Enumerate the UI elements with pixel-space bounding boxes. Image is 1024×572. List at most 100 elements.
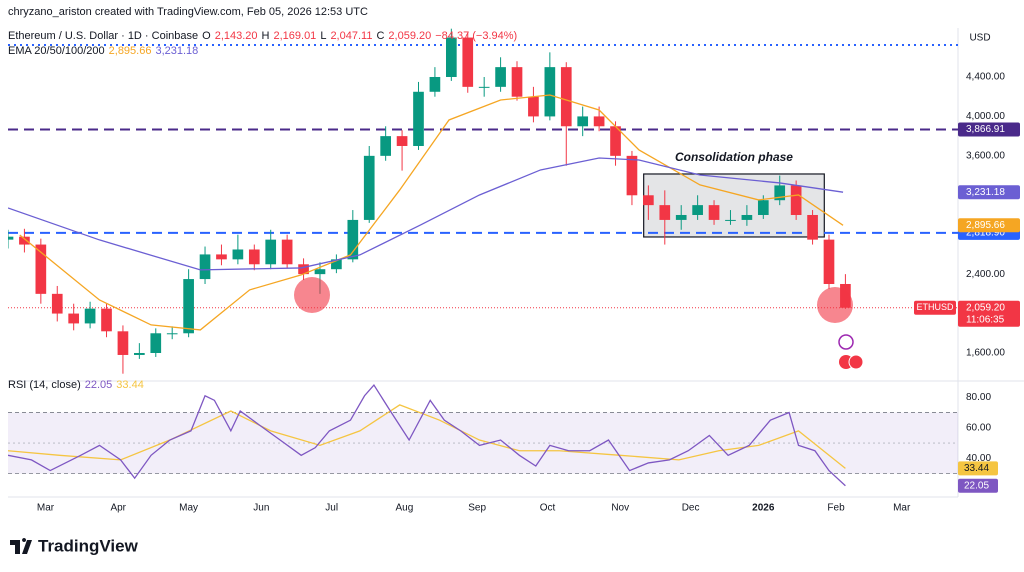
rsi-label: RSI (14, close) xyxy=(8,379,81,391)
ema-line xyxy=(19,94,844,331)
candle-body xyxy=(101,308,112,332)
x-tick-label: Jul xyxy=(325,503,338,514)
ohlc-key: H xyxy=(261,30,270,42)
x-tick-label: Aug xyxy=(396,503,414,514)
candle-body xyxy=(68,313,80,324)
candle-body xyxy=(610,126,621,156)
last-price-label: 2,059.20 xyxy=(966,302,1005,313)
candle-body xyxy=(774,185,786,201)
y-tick-label: 3,600.00 xyxy=(966,150,1005,161)
candle-body xyxy=(593,116,605,127)
x-tick-label: May xyxy=(179,503,198,514)
candle-body xyxy=(495,67,506,87)
rsi-tick-label: 40.00 xyxy=(966,453,991,464)
candle-body xyxy=(741,214,753,220)
y-tick-label: 1,600.00 xyxy=(966,348,1005,359)
indicator-label: EMA 20/50/100/200 xyxy=(8,45,105,57)
candle-body xyxy=(659,205,671,220)
ohlc-value: 2,169.01 xyxy=(273,30,317,42)
highlight xyxy=(817,287,853,323)
candle-body xyxy=(823,239,835,284)
rsi-line xyxy=(8,383,846,487)
ohlc-key: L xyxy=(320,30,327,42)
candle-body xyxy=(134,352,145,355)
ema-tag xyxy=(958,218,1020,233)
candle-body xyxy=(725,219,736,221)
candle-body xyxy=(281,239,293,265)
candle-body xyxy=(117,331,129,355)
rsi-tag-label: 33.44 xyxy=(964,463,989,474)
candle-body xyxy=(363,155,375,220)
ema-label: 2,895.66 xyxy=(966,220,1005,231)
candle-body xyxy=(248,249,260,265)
x-tick-label: Mar xyxy=(37,503,55,514)
ema-tag xyxy=(958,185,1020,200)
candle-body xyxy=(560,67,572,127)
logo: TradingView xyxy=(10,536,139,555)
price-pane xyxy=(8,28,958,374)
candle-body xyxy=(708,205,720,220)
y-tick-label: 2,400.00 xyxy=(966,269,1005,280)
level-label: 2,818.90 xyxy=(966,227,1005,238)
credit-line: chryzano_ariston created with TradingVie… xyxy=(8,6,368,18)
candle-body xyxy=(314,269,326,275)
candle-body xyxy=(413,91,424,146)
candle-body xyxy=(265,239,277,265)
event-icon[interactable] xyxy=(838,334,854,350)
candle-body xyxy=(790,185,802,215)
rsi-pane xyxy=(8,383,958,487)
candle-body xyxy=(298,264,309,275)
candle-body xyxy=(35,244,47,294)
symbol-label: ETHUSD xyxy=(916,302,954,312)
rsi-legend: RSI (14, close) 22.05 33.44 xyxy=(8,379,144,391)
rsi-tag-label: 22.05 xyxy=(964,480,989,491)
candle-body xyxy=(232,249,244,260)
candle-body xyxy=(19,236,30,245)
annotation-text: Consolidation phase xyxy=(675,150,793,164)
candle-body xyxy=(626,155,638,196)
candle-body xyxy=(150,333,162,353)
brand: TradingView xyxy=(38,536,139,555)
indicator-legend: EMA 20/50/100/200 2,895.66 3,231.18 xyxy=(8,45,198,57)
candle-body xyxy=(216,254,227,260)
countdown: 11:06:35 xyxy=(966,314,1005,325)
x-tick-label: Oct xyxy=(540,503,556,514)
x-tick-label: Sep xyxy=(468,503,486,514)
symbol-legend: Ethereum / U.S. Dollar · 1D · Coinbase O 2… xyxy=(8,30,517,42)
axes: Mar Apr May Jun Jul Aug Sep Oct Nov Dec 2026 Feb Mar… xyxy=(37,72,1020,514)
candle-body xyxy=(692,205,703,215)
candle-body xyxy=(8,236,14,240)
rsi-tick-label: 60.00 xyxy=(966,422,991,433)
ohlc-key: O xyxy=(202,30,211,42)
x-tick-label: Nov xyxy=(611,503,629,514)
credit: chryzano_ariston created with TradingVie… xyxy=(8,6,368,18)
rsi-tag xyxy=(958,461,998,476)
ema-label: 3,231.18 xyxy=(966,187,1005,198)
change: −84.37 (−3.94%) xyxy=(435,30,518,42)
x-tick-label: Mar xyxy=(893,503,911,514)
symbol: Ethereum / U.S. Dollar · 1D · Coinbase xyxy=(8,30,199,42)
x-tick-label: Apr xyxy=(110,503,126,514)
rsi-ma-value: 33.44 xyxy=(116,379,144,391)
candle-body xyxy=(462,37,474,87)
logo-mark xyxy=(10,538,32,554)
candle-body xyxy=(528,96,539,117)
event-icon[interactable] xyxy=(848,354,864,370)
level-tag xyxy=(958,122,1020,137)
candle-body xyxy=(199,254,211,280)
ohlc-key: C xyxy=(376,30,385,42)
candle-body xyxy=(757,200,769,215)
candle-body xyxy=(380,136,391,156)
candle-body xyxy=(166,333,178,335)
x-tick-label: Feb xyxy=(827,503,845,514)
candle-body xyxy=(331,259,342,270)
last-price-tag xyxy=(958,300,1020,327)
indicator-value: 3,231.18 xyxy=(155,45,199,57)
level-label: 3,866.91 xyxy=(966,124,1005,135)
candle-body xyxy=(429,76,441,92)
currency: USD xyxy=(969,33,990,44)
ohlc-value: 2,059.20 xyxy=(388,30,432,42)
x-tick-label: Jun xyxy=(253,503,269,514)
